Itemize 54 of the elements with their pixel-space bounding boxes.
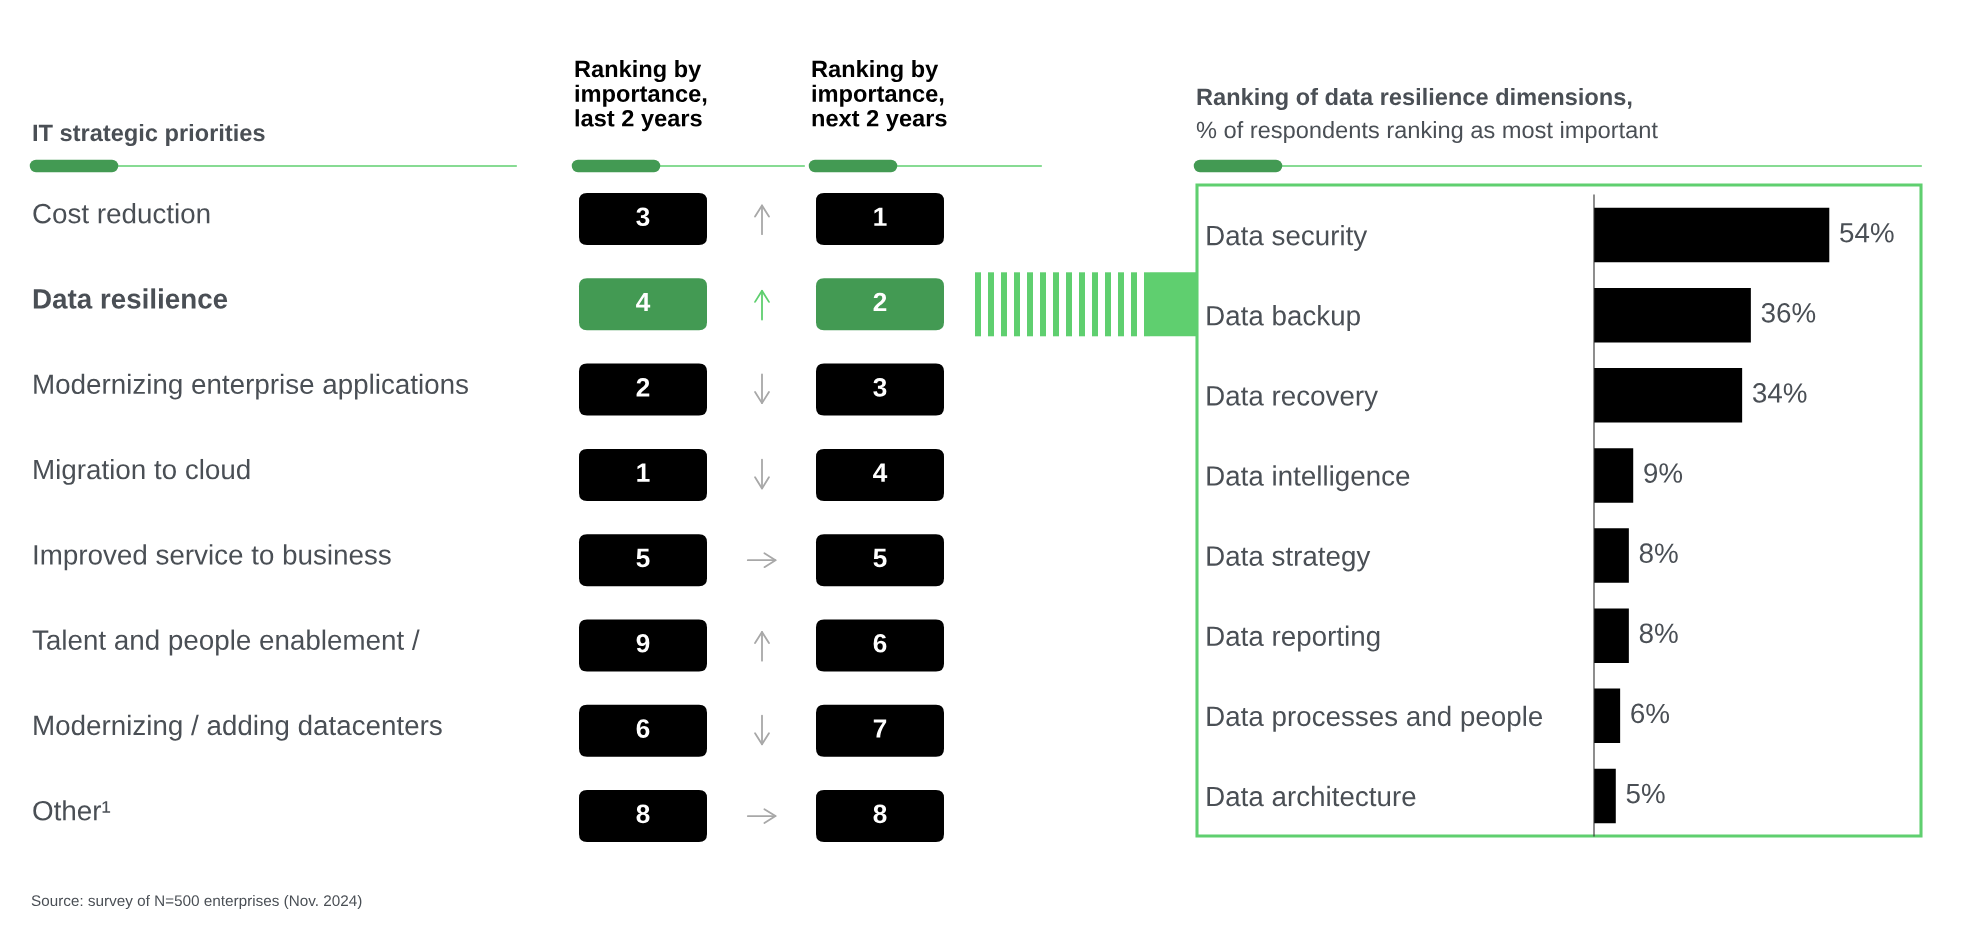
y-tick-label: Data intelligence	[1207, 465, 1410, 492]
y-tick-label: Data reporting	[1207, 625, 1380, 652]
category-label: Data resilience	[33, 288, 228, 309]
data-label: 1	[874, 207, 887, 226]
data-label: 8%	[1639, 543, 1678, 564]
bar	[1594, 207, 1830, 263]
chart-title: Ranking of data resilience dimensions,	[1197, 87, 1632, 110]
y-tick-label: Data backup	[1207, 305, 1360, 332]
data-label: 1	[637, 463, 650, 482]
y-tick-label: Data security	[1207, 225, 1368, 251]
category-label: Other¹	[33, 800, 111, 821]
data-label: 2	[636, 378, 650, 397]
data-label: 9	[636, 633, 650, 653]
bar	[1594, 768, 1616, 824]
data-label: 2	[873, 292, 887, 312]
category-label: Migration to cloud	[34, 458, 250, 485]
data-label: 4	[636, 292, 651, 312]
data-label: 6	[873, 633, 887, 653]
category-label: Modernizing enterprise applications	[34, 373, 468, 400]
data-label: 54%	[1840, 222, 1894, 243]
bar	[1594, 688, 1621, 744]
category-label: Talent and people enablement /	[32, 629, 420, 656]
category-label: Improved service to business	[34, 544, 391, 571]
y-tick-label: Data architecture	[1207, 785, 1416, 807]
bar	[1594, 528, 1629, 583]
data-label: 4	[873, 463, 888, 482]
category-label: Modernizing / adding datacenters	[34, 714, 442, 741]
data-label: 8	[873, 804, 887, 824]
data-label: 5	[636, 548, 650, 568]
source-note: Source: survey of N=500 enterprises (Nov. 2024)	[31, 894, 362, 910]
data-label: 34%	[1752, 383, 1807, 403]
bar	[1594, 448, 1634, 503]
y-tick-label: Data processes and people	[1207, 705, 1543, 732]
text: Ranking by importance, last 2 years	[575, 60, 707, 132]
data-label: 5	[873, 548, 887, 568]
data-label: 7	[873, 719, 887, 738]
data-label: 5%	[1626, 783, 1665, 804]
text: Ranking by importance, next 2 years	[812, 60, 947, 132]
category-label: Cost reduction	[33, 203, 210, 224]
data-label: 8%	[1639, 623, 1678, 644]
y-tick-label: Data recovery	[1207, 386, 1378, 412]
data-label: 6%	[1631, 703, 1670, 724]
data-label: 6	[636, 719, 650, 738]
bar	[1594, 368, 1743, 423]
chart-subtitle: % of respondents ranking as most important	[1196, 120, 1658, 143]
data-label: 36%	[1761, 302, 1816, 323]
bar	[1594, 608, 1629, 663]
y-tick-label: Data strategy	[1207, 546, 1371, 572]
text: IT strategic priorities	[33, 123, 265, 146]
data-label: 3	[873, 378, 887, 397]
bar	[1594, 287, 1751, 343]
data-label: 3	[636, 207, 650, 227]
data-label: 8	[636, 804, 650, 824]
data-label: 9%	[1644, 463, 1683, 483]
